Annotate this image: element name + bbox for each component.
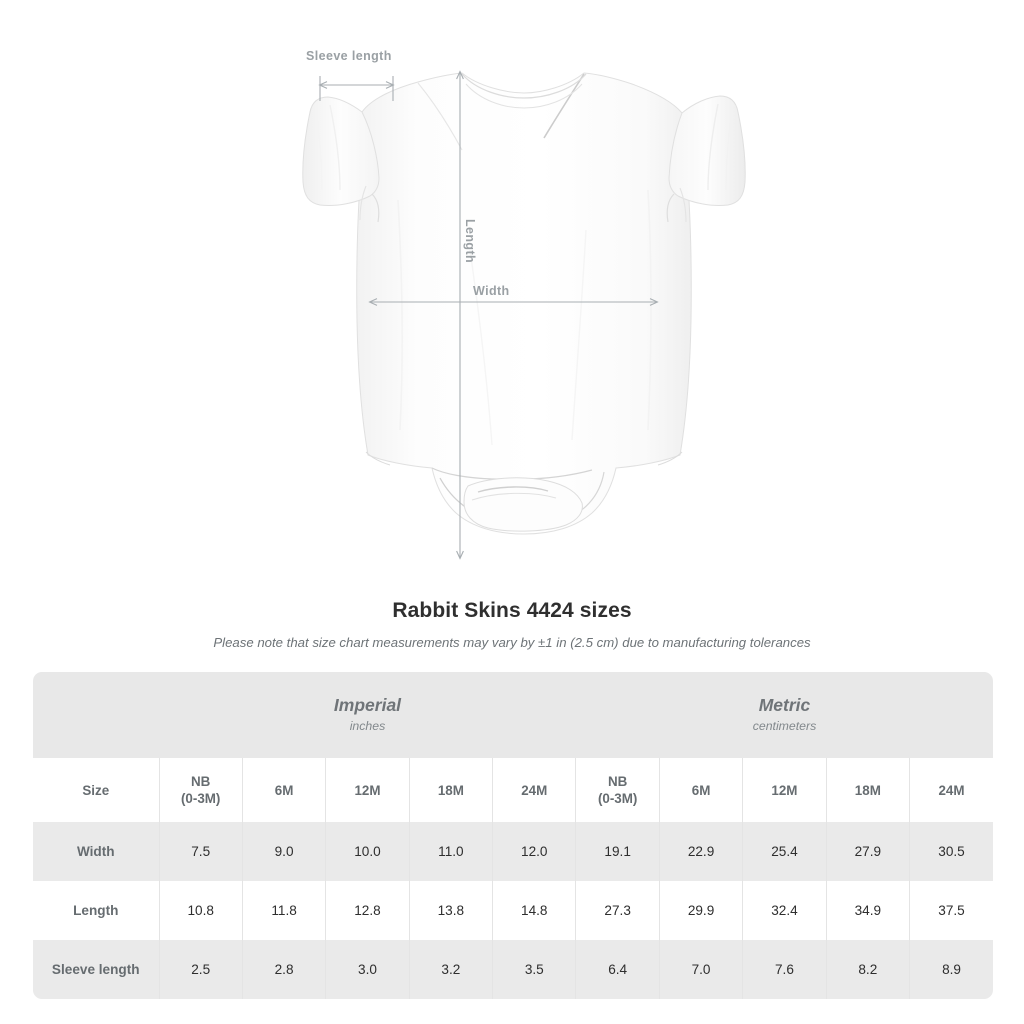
left-sleeve: [302, 96, 380, 223]
table-cell: 22.9: [658, 822, 743, 881]
table-cell: 9.0: [241, 822, 326, 881]
unit-group-imperial: Imperial inches: [159, 672, 576, 758]
column-header-row: Size NB (0-3M) 6M 12M 18M 24M N: [33, 758, 993, 822]
size-chart-card: Imperial inches Metric centimeters Size …: [33, 672, 993, 999]
table-cell: 3.0: [325, 940, 410, 999]
sleeve-length-label: Sleeve length: [306, 49, 392, 63]
column-header-top: 18M: [437, 782, 464, 798]
table-cell: 25.4: [742, 822, 827, 881]
column-header-top: 6M: [691, 782, 711, 798]
right-sleeve: [666, 95, 746, 223]
column-header: 12M: [742, 758, 827, 822]
table-cell: 2.5: [158, 940, 243, 999]
column-header: 24M: [909, 758, 993, 822]
table-cell: 37.5: [909, 881, 993, 940]
column-header: 18M: [825, 758, 910, 822]
width-dimension: Width: [370, 284, 657, 302]
unit-group-metric: Metric centimeters: [575, 672, 993, 758]
row-label: Width: [33, 822, 159, 881]
column-header-top: NB: [191, 774, 211, 789]
column-header-bottom: (0-3M): [597, 791, 638, 806]
table-cell: 12.0: [492, 822, 576, 881]
sleeve-length-dimension: Sleeve length: [306, 49, 393, 101]
column-header: NB (0-3M): [158, 758, 243, 822]
unit-system-band: Imperial inches Metric centimeters: [33, 672, 993, 758]
table-cell: 8.2: [825, 940, 910, 999]
page-title: Rabbit Skins 4424 sizes: [392, 599, 632, 622]
row-label: Length: [33, 881, 159, 940]
column-header-top: 24M: [521, 782, 548, 798]
table-cell: 19.1: [575, 822, 660, 881]
table-cell: 7.5: [158, 822, 243, 881]
bodysuit-body: [356, 72, 692, 535]
table-cell: 12.8: [325, 881, 410, 940]
column-header: 6M: [241, 758, 326, 822]
imperial-sublabel: inches: [349, 719, 386, 733]
measurement-annotations: Sleeve length Length Width: [306, 49, 657, 558]
table-cell: 11.0: [408, 822, 493, 881]
table-cell: 3.2: [408, 940, 493, 999]
column-header-top: NB: [607, 774, 628, 789]
size-chart-table: Imperial inches Metric centimeters Size …: [33, 672, 993, 999]
table-cell: 27.3: [575, 881, 660, 940]
table-cell: 3.5: [492, 940, 576, 999]
table-cell: 6.4: [575, 940, 660, 999]
column-header-top: 18M: [854, 782, 881, 798]
column-header-top: 12M: [354, 782, 381, 798]
table-cell: 2.8: [241, 940, 326, 999]
metric-sublabel: centimeters: [752, 719, 817, 733]
table-cell: 7.0: [658, 940, 743, 999]
chart-heading: Rabbit Skins 4424 sizes Please note that…: [0, 598, 1024, 652]
table-cell: 11.8: [241, 881, 326, 940]
column-header-bottom: (0-3M): [180, 791, 221, 806]
unit-band-spacer: [33, 672, 159, 758]
table-row: Width 7.5 9.0 10.0 11.0 12.0 19.1 22.9 2…: [33, 822, 993, 881]
table-cell: 30.5: [909, 822, 993, 881]
tolerance-note: Please note that size chart measurements…: [213, 635, 811, 650]
length-dimension: Length: [460, 72, 477, 558]
table-cell: 27.9: [825, 822, 910, 881]
table-cell: 13.8: [408, 881, 493, 940]
row-label: Sleeve length: [33, 940, 159, 999]
table-row: Length 10.8 11.8 12.8 13.8 14.8 27.3 29.…: [33, 881, 993, 940]
table-cell: 10.0: [325, 822, 410, 881]
table-cell: 10.8: [158, 881, 243, 940]
column-header-top: 12M: [771, 782, 798, 798]
table-cell: 8.9: [909, 940, 993, 999]
table-cell: 7.6: [742, 940, 827, 999]
imperial-label: Imperial: [333, 695, 402, 715]
table-row: Sleeve length 2.5 2.8 3.0 3.2 3.5 6.4 7.…: [33, 940, 993, 999]
table-cell: 34.9: [825, 881, 910, 940]
table-cell: 29.9: [658, 881, 743, 940]
width-label: Width: [473, 284, 510, 298]
column-header: 18M: [408, 758, 493, 822]
length-label: Length: [463, 219, 477, 263]
table-cell: 14.8: [492, 881, 576, 940]
garment-illustration: Sleeve length Length Width: [302, 49, 746, 580]
table-cell: 32.4: [742, 881, 827, 940]
column-header: 24M: [492, 758, 576, 822]
metric-label: Metric: [758, 695, 811, 715]
column-header: NB (0-3M): [575, 758, 660, 822]
column-header: 12M: [325, 758, 410, 822]
column-header: 6M: [658, 758, 743, 822]
row-header-label: Size: [33, 758, 159, 822]
column-header-top: 24M: [938, 782, 965, 798]
column-header-top: 6M: [274, 782, 294, 798]
